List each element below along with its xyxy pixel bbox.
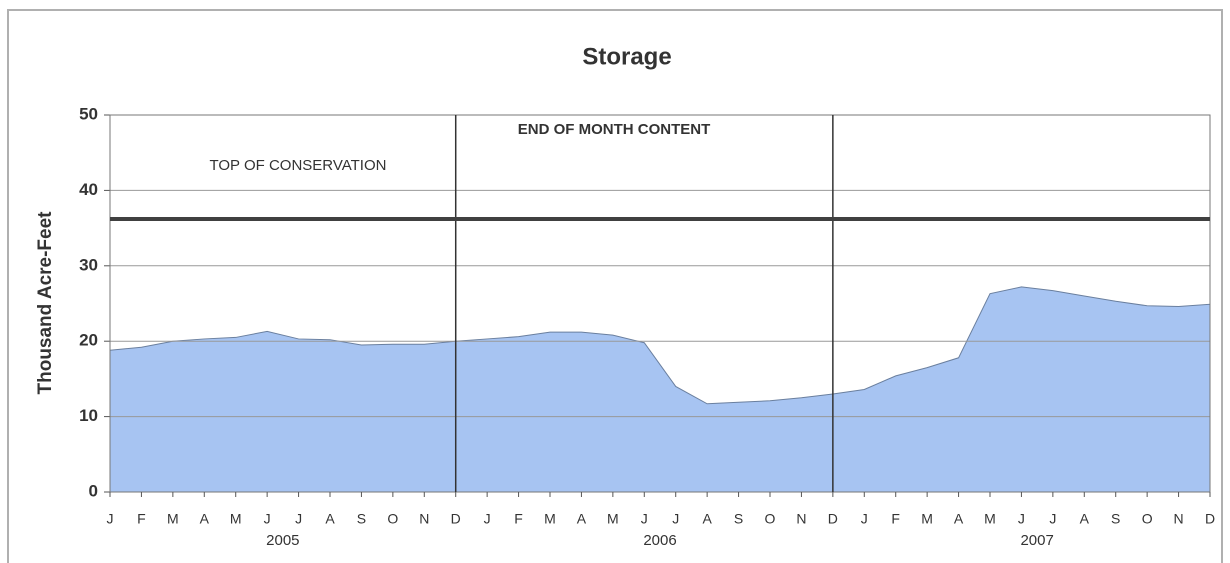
x-tick-label: A [577,511,587,527]
x-tick-label: D [828,511,838,527]
y-tick-label: 10 [79,406,98,425]
year-label: 2006 [643,532,676,549]
y-tick-label: 50 [79,104,98,123]
x-tick-label: N [419,511,429,527]
x-tick-label: O [765,511,776,527]
x-tick-label: A [954,511,964,527]
chart-frame [7,9,1223,563]
x-tick-label: J [641,511,648,527]
plot-border [109,114,1211,493]
x-tick-label: A [702,511,712,527]
x-tick-label: A [325,511,335,527]
x-tick-label: A [200,511,210,527]
series-label: END OF MONTH CONTENT [518,121,711,138]
x-tick-label: J [484,511,491,527]
x-tick-label: M [607,511,619,527]
x-tick-label: O [387,511,398,527]
year-label: 2007 [1020,532,1053,549]
x-tick-label: J [264,511,271,527]
y-tick-label: 0 [89,481,98,500]
x-tick-label: F [514,511,523,527]
x-tick-label: F [137,511,146,527]
year-label: 2005 [266,532,299,549]
chart-title: Storage [582,43,671,70]
x-tick-label: J [861,511,868,527]
x-tick-label: S [357,511,366,527]
x-tick-label: N [1174,511,1184,527]
x-tick-label: S [1111,511,1120,527]
y-tick-label: 30 [79,255,98,274]
x-tick-label: D [451,511,461,527]
x-tick-label: A [1080,511,1090,527]
x-tick-label: J [295,511,302,527]
x-tick-label: M [984,511,996,527]
y-tick-label: 20 [79,331,98,350]
x-tick-label: S [734,511,743,527]
y-axis-label: Thousand Acre-Feet [35,211,56,395]
x-tick-label: J [107,511,114,527]
x-tick-label: J [672,511,679,527]
x-tick-label: M [544,511,556,527]
x-tick-label: O [1142,511,1153,527]
area [109,286,1211,493]
x-tick-label: D [1205,511,1215,527]
y-tick-label: 40 [79,180,98,199]
x-tick-label: M [167,511,179,527]
x-tick-label: M [921,511,933,527]
x-tick-label: J [1018,511,1025,527]
x-tick-label: N [796,511,806,527]
x-tick-label: F [891,511,900,527]
reference-label: TOP OF CONSERVATION [210,157,387,174]
x-tick-label: M [230,511,242,527]
x-tick-label: J [1049,511,1056,527]
